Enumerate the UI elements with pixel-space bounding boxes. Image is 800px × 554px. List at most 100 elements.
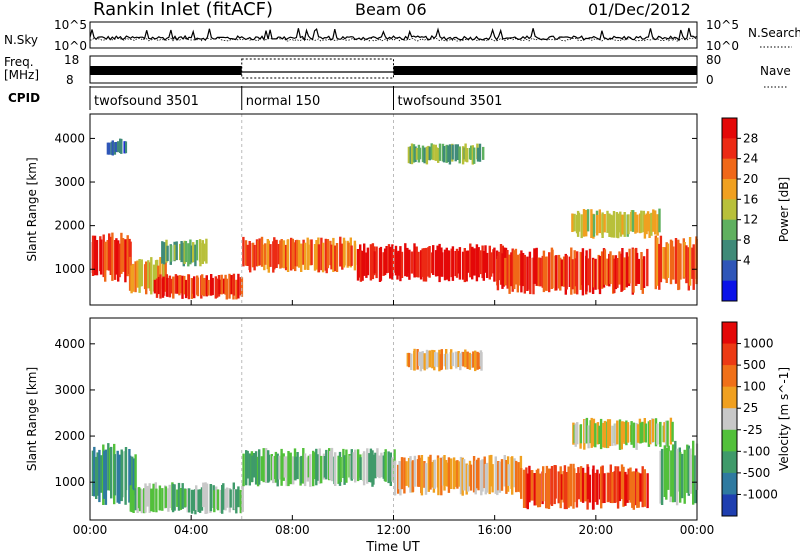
echo-mark — [267, 240, 270, 273]
echo-mark — [391, 457, 394, 482]
echo-mark — [216, 489, 220, 511]
echo-mark — [339, 457, 342, 483]
echo-mark — [166, 277, 169, 297]
echo-mark — [616, 258, 619, 288]
x-tick-label: 00:00 — [73, 523, 108, 537]
echo-mark — [610, 215, 614, 238]
echo-mark — [634, 212, 637, 234]
echo-mark — [205, 483, 209, 514]
echo-mark — [621, 214, 624, 235]
echo-mark — [438, 143, 442, 161]
x-tick-label: 16:00 — [477, 523, 512, 537]
echo-mark — [648, 213, 651, 238]
echo-mark — [642, 256, 646, 288]
echo-mark — [239, 489, 242, 514]
echo-mark — [513, 458, 516, 488]
echo-mark — [291, 238, 294, 270]
echo-mark — [504, 257, 507, 286]
echo-mark — [302, 239, 305, 265]
echo-mark — [264, 243, 267, 265]
echo-mark — [477, 457, 480, 491]
echo-mark — [224, 274, 227, 295]
echo-mark — [334, 452, 337, 486]
echo-mark — [598, 425, 601, 444]
y-axis-label: Slant Range [km] — [25, 367, 39, 471]
echo-mark — [462, 351, 465, 367]
echo-mark — [592, 214, 596, 237]
echo-mark — [108, 142, 111, 155]
echo-mark — [419, 250, 423, 280]
echo-mark — [468, 352, 472, 370]
echo-mark — [623, 212, 626, 237]
echo-mark — [602, 422, 605, 448]
echo-mark — [218, 279, 221, 295]
echo-mark — [343, 240, 346, 266]
echo-mark — [251, 455, 254, 482]
echo-mark — [194, 244, 197, 267]
echo-mark — [462, 459, 466, 491]
freq-label-line1: Freq. — [4, 55, 34, 69]
echo-mark — [132, 458, 136, 496]
echo-mark — [244, 240, 248, 266]
echo-mark — [474, 350, 477, 372]
echo-mark — [625, 420, 628, 446]
echo-mark — [588, 474, 592, 503]
echo-mark — [168, 484, 171, 508]
echo-mark — [366, 247, 370, 276]
echo-mark — [522, 469, 526, 508]
echo-mark — [330, 447, 334, 482]
echo-mark — [255, 239, 259, 267]
echo-mark — [459, 353, 462, 371]
echo-mark — [474, 460, 477, 495]
time-axis-title: Time UT — [365, 540, 419, 554]
echo-mark — [303, 453, 307, 487]
echo-mark — [254, 451, 258, 485]
echo-mark — [597, 254, 600, 290]
colorbar-tick-label: -1000 — [743, 487, 778, 501]
echo-mark — [659, 421, 662, 447]
echo-mark — [443, 249, 447, 281]
echo-mark — [313, 244, 317, 271]
echo-mark — [563, 465, 567, 510]
echo-mark — [585, 210, 588, 237]
echo-mark — [586, 466, 590, 500]
echo-mark — [581, 467, 585, 503]
echo-mark — [455, 352, 458, 369]
echo-mark — [118, 243, 121, 278]
echo-mark — [174, 274, 178, 294]
echo-mark — [95, 456, 98, 499]
noise-right-tick-top: 10^5 — [706, 18, 739, 32]
echo-mark — [248, 453, 251, 486]
echo-mark — [511, 248, 514, 292]
echo-mark — [106, 240, 109, 271]
echo-mark — [683, 449, 686, 504]
echo-mark — [419, 351, 423, 372]
echo-mark — [482, 146, 485, 160]
colorbar-swatch — [722, 199, 737, 221]
echo-mark — [356, 449, 360, 482]
echo-mark — [326, 239, 330, 269]
echo-mark — [329, 451, 332, 480]
echo-mark — [350, 449, 353, 481]
echo-mark — [93, 235, 97, 276]
echo-mark — [434, 250, 438, 277]
echo-mark — [627, 468, 630, 501]
echo-mark — [485, 462, 489, 493]
echo-mark — [128, 256, 132, 291]
echo-mark — [433, 459, 436, 489]
colorbar-tick-label: -25 — [743, 423, 763, 437]
y-tick-label: 2000 — [54, 429, 85, 443]
x-tick-label: 04:00 — [174, 523, 209, 537]
echo-mark — [431, 349, 434, 369]
echo-mark — [458, 247, 462, 280]
echo-mark — [658, 208, 661, 233]
colorbar-tick-label: -100 — [743, 444, 770, 458]
echo-mark — [147, 260, 150, 289]
echo-mark — [246, 244, 249, 266]
echo-mark — [410, 353, 413, 370]
echo-mark — [624, 471, 627, 506]
echo-mark — [426, 351, 429, 368]
colorbar-swatch — [722, 322, 737, 345]
echo-mark — [630, 421, 633, 445]
echo-mark — [526, 256, 529, 291]
